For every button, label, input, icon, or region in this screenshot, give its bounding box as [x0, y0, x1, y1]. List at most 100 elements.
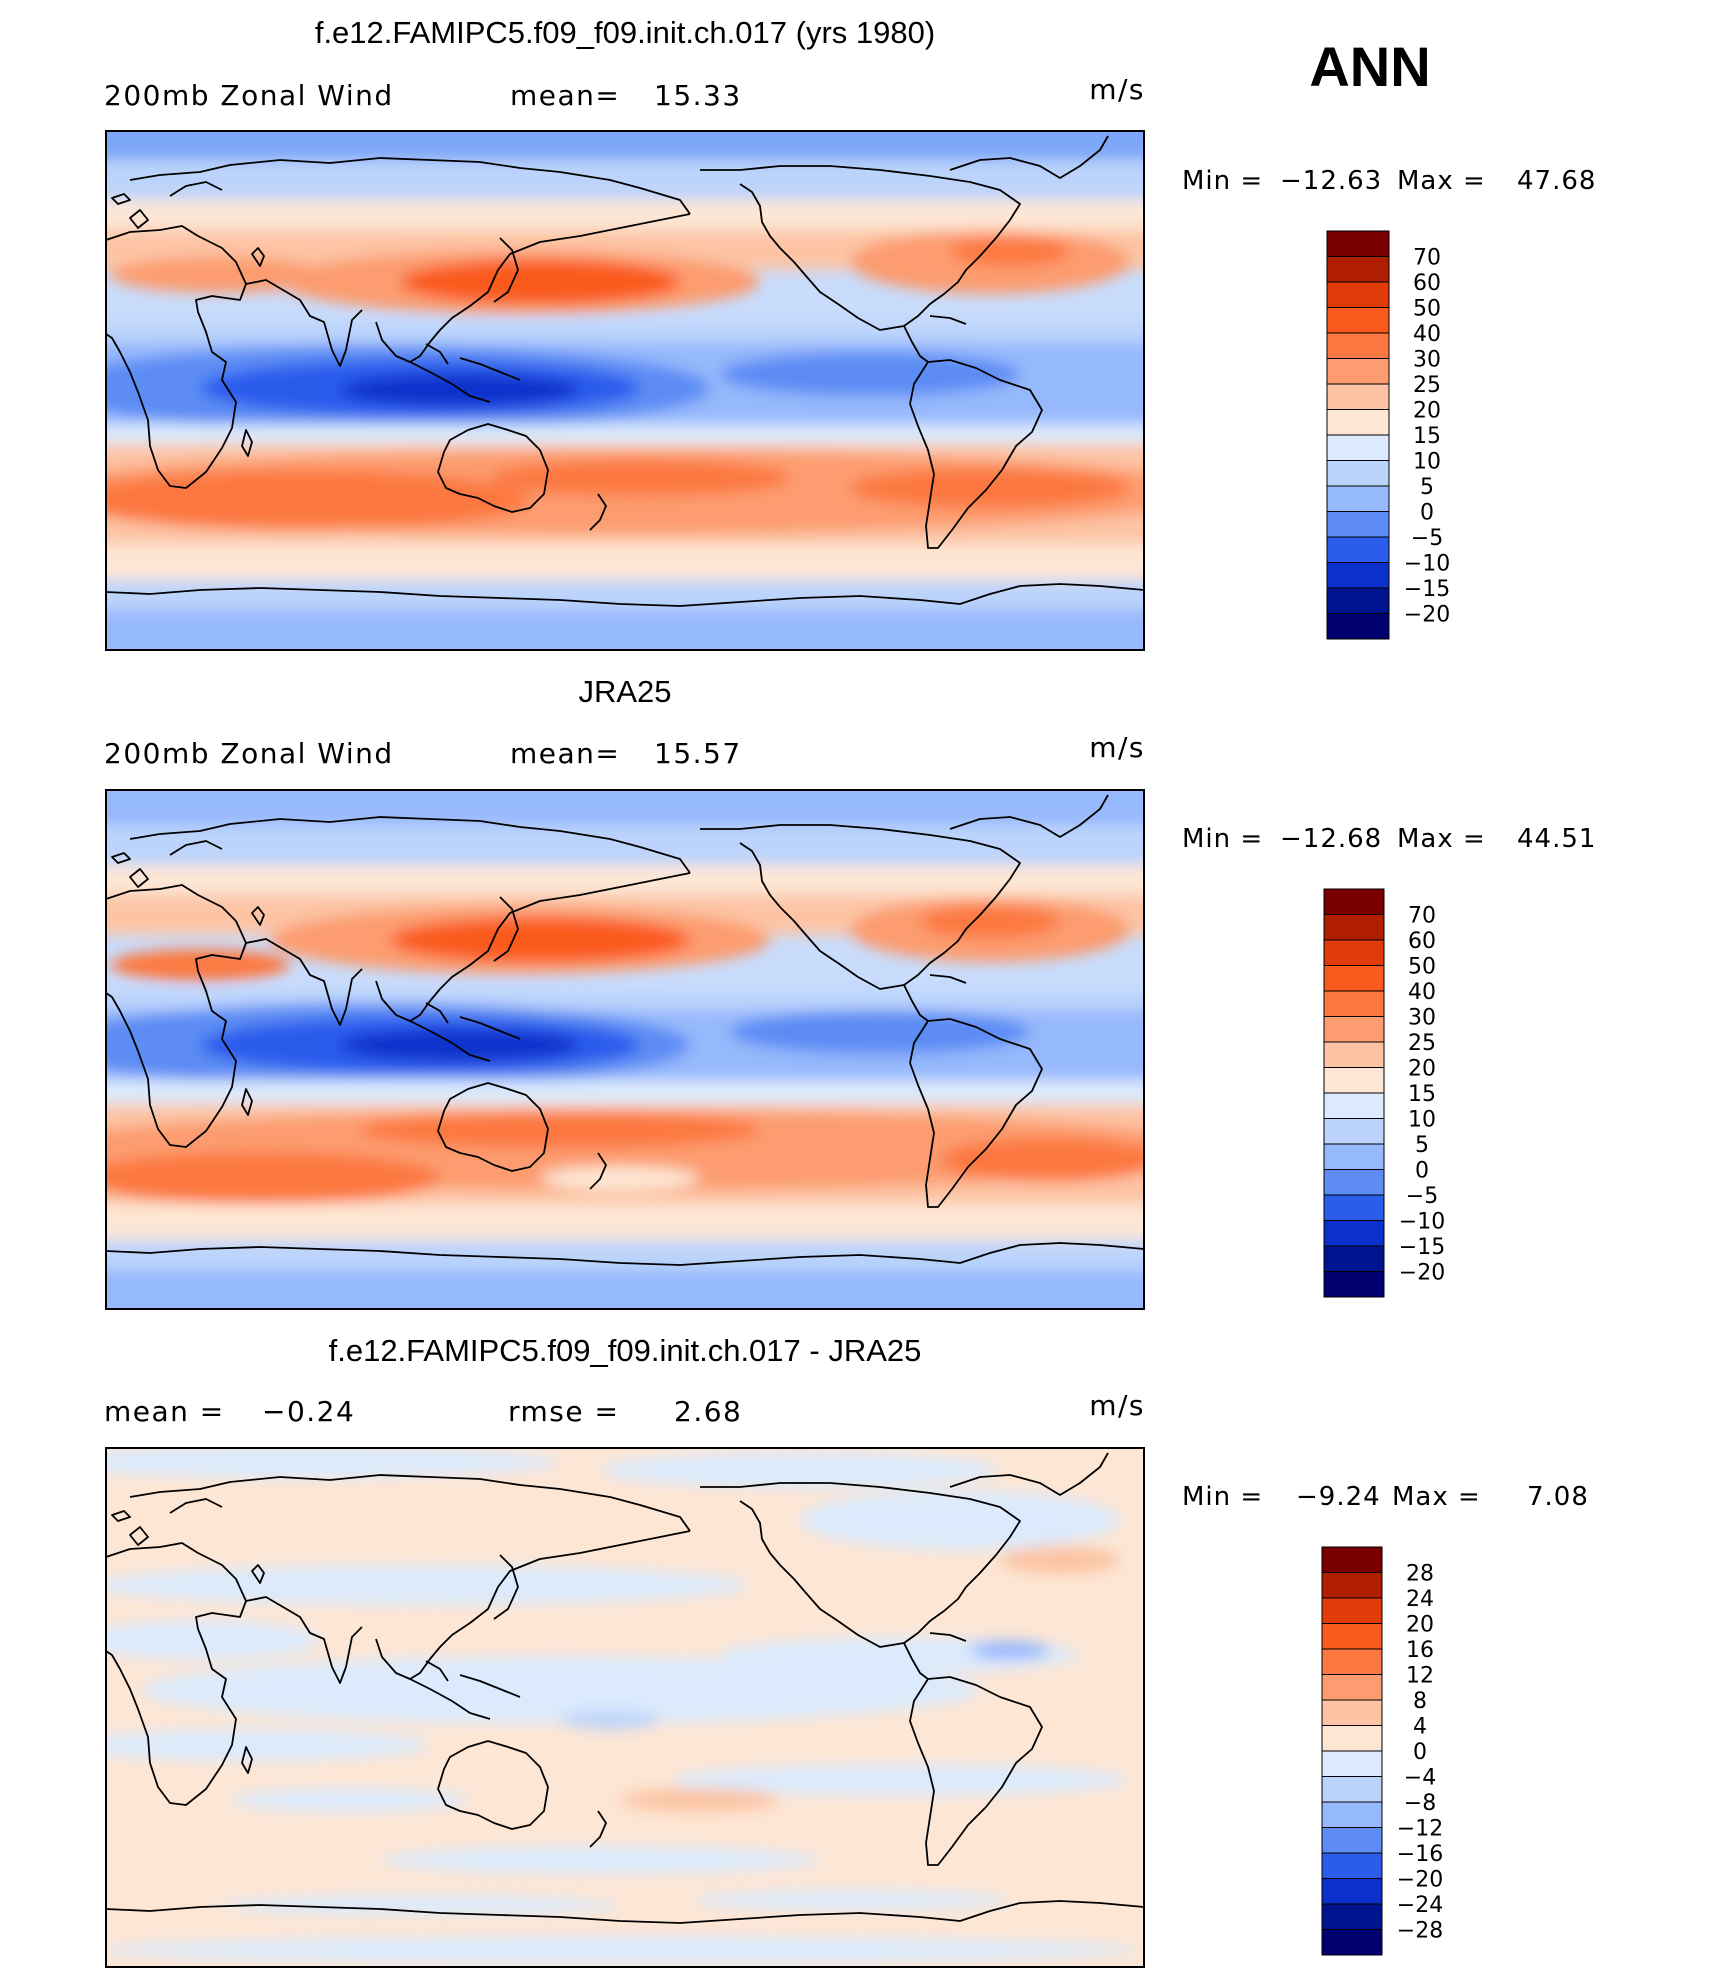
- colorbar-tick-label: 20: [1408, 1057, 1436, 1082]
- colorbar-tick-label: 10: [1408, 1108, 1436, 1133]
- min-label: Min =: [1182, 1482, 1263, 1512]
- map-field: [106, 790, 1144, 1309]
- mean-value: 15.33: [654, 79, 742, 112]
- colorbar-swatch: [1326, 434, 1390, 461]
- colorbar-swatch: [1321, 1546, 1383, 1573]
- colorbar-tick-label: 4: [1413, 1715, 1427, 1740]
- colorbar-tick-label: 5: [1420, 475, 1434, 500]
- max-label: Max =: [1397, 166, 1486, 196]
- max-value: 44.51: [1517, 824, 1596, 854]
- colorbar-tick-label: −28: [1397, 1919, 1443, 1944]
- colorbar-tick-label: −12: [1397, 1817, 1443, 1842]
- colorbar-tick-label: −20: [1399, 1261, 1445, 1286]
- colorbar-tick-label: −5: [1411, 526, 1443, 551]
- colorbar-swatch: [1323, 939, 1385, 966]
- colorbar-tick-label: 15: [1413, 424, 1441, 449]
- colorbar-swatch: [1321, 1852, 1383, 1879]
- colorbar-swatch: [1323, 1041, 1385, 1068]
- colorbar-tick-label: −8: [1404, 1791, 1436, 1816]
- colorbar-swatch: [1321, 1903, 1383, 1930]
- colorbar-swatch: [1323, 1245, 1385, 1272]
- colorbar-tick-label: −10: [1404, 552, 1450, 577]
- colorbar-swatch: [1323, 1271, 1385, 1298]
- units-label: m/s: [1089, 731, 1145, 764]
- colorbar-swatch: [1321, 1725, 1383, 1752]
- colorbar-swatch: [1326, 587, 1390, 614]
- colorbar-swatch: [1321, 1623, 1383, 1650]
- colorbar-swatch: [1323, 1143, 1385, 1170]
- colorbar-swatch: [1326, 332, 1390, 359]
- units-label: m/s: [1089, 1389, 1145, 1422]
- map-frame: [105, 1447, 1145, 1968]
- colorbar-tick-label: 25: [1408, 1031, 1436, 1056]
- colorbar-swatch: [1321, 1827, 1383, 1854]
- colorbar-tick-label: 12: [1406, 1664, 1434, 1689]
- colorbar-swatch: [1321, 1597, 1383, 1624]
- colorbar-swatch: [1326, 613, 1390, 640]
- panel-model: f.e12.FAMIPC5.f09_f09.init.ch.017 (yrs 1…: [104, 15, 1596, 651]
- colorbar-tick-label: 60: [1413, 271, 1441, 296]
- colorbar-swatch: [1321, 1801, 1383, 1828]
- colorbar-tick-label: −16: [1397, 1842, 1443, 1867]
- colorbar-swatch: [1323, 1194, 1385, 1221]
- colorbar-swatch: [1323, 1016, 1385, 1043]
- max-label: Max =: [1397, 824, 1486, 854]
- colorbar-tick-label: 70: [1413, 246, 1441, 271]
- rmse-label: rmse =: [508, 1395, 619, 1428]
- colorbar-swatch: [1326, 536, 1390, 563]
- colorbar-tick-label: 30: [1413, 348, 1441, 373]
- panel-obs: JRA25 200mb Zonal Wind mean= 15.57 m/s: [104, 674, 1596, 1310]
- panel-title: JRA25: [578, 674, 671, 709]
- colorbar-swatch: [1323, 888, 1385, 915]
- map-frame: [105, 130, 1145, 651]
- colorbar-tick-label: 25: [1413, 373, 1441, 398]
- colorbar-tick-label: 24: [1406, 1587, 1434, 1612]
- colorbar-swatch: [1326, 511, 1390, 538]
- colorbar-swatch: [1326, 409, 1390, 436]
- min-label: Min =: [1182, 824, 1263, 854]
- colorbar-swatch: [1321, 1674, 1383, 1701]
- variable-label: 200mb Zonal Wind: [104, 737, 394, 770]
- variable-label: 200mb Zonal Wind: [104, 79, 394, 112]
- colorbar-tick-label: −10: [1399, 1210, 1445, 1235]
- colorbar-swatch: [1326, 460, 1390, 487]
- colorbar-tick-label: 0: [1413, 1740, 1427, 1765]
- min-value: −12.68: [1280, 824, 1382, 854]
- colorbar-tick-label: 20: [1413, 399, 1441, 424]
- colorbar-tick-label: −15: [1404, 577, 1450, 602]
- colorbar-tick-label: 0: [1415, 1159, 1429, 1184]
- mean-label: mean=: [510, 79, 620, 112]
- colorbar-tick-label: 70: [1408, 904, 1436, 929]
- max-value: 7.08: [1527, 1482, 1589, 1512]
- colorbar-tick-label: 0: [1420, 501, 1434, 526]
- colorbar-swatch: [1321, 1929, 1383, 1956]
- min-value: −9.24: [1296, 1482, 1381, 1512]
- colorbar-swatch: [1326, 281, 1390, 308]
- colorbar-swatch: [1323, 914, 1385, 941]
- colorbar-tick-label: −4: [1404, 1766, 1436, 1791]
- colorbar-tick-label: 40: [1408, 980, 1436, 1005]
- mean-value: 15.57: [654, 737, 742, 770]
- colorbar-tick-label: −5: [1406, 1184, 1438, 1209]
- map-frame: [105, 789, 1145, 1310]
- colorbar-tick-label: 15: [1408, 1082, 1436, 1107]
- max-value: 47.68: [1517, 166, 1596, 196]
- colorbar-swatch: [1326, 230, 1390, 257]
- colorbar-tick-label: 10: [1413, 450, 1441, 475]
- colorbar-tick-label: 40: [1413, 322, 1441, 347]
- colorbar-swatch: [1323, 1067, 1385, 1094]
- colorbar-swatch: [1326, 256, 1390, 283]
- panel-title: f.e12.FAMIPC5.f09_f09.init.ch.017 (yrs 1…: [315, 15, 935, 50]
- colorbar-swatch: [1321, 1878, 1383, 1905]
- colorbar-tick-label: −20: [1397, 1868, 1443, 1893]
- panel-diff: f.e12.FAMIPC5.f09_f09.init.ch.017 - JRA2…: [104, 1333, 1589, 1968]
- colorbar-tick-label: −20: [1404, 603, 1450, 628]
- colorbar-swatch: [1321, 1648, 1383, 1675]
- colorbar-tick-label: 16: [1406, 1638, 1434, 1663]
- colorbar-swatch: [1321, 1572, 1383, 1599]
- colorbar-swatch: [1323, 1169, 1385, 1196]
- mean-label: mean =: [104, 1395, 225, 1428]
